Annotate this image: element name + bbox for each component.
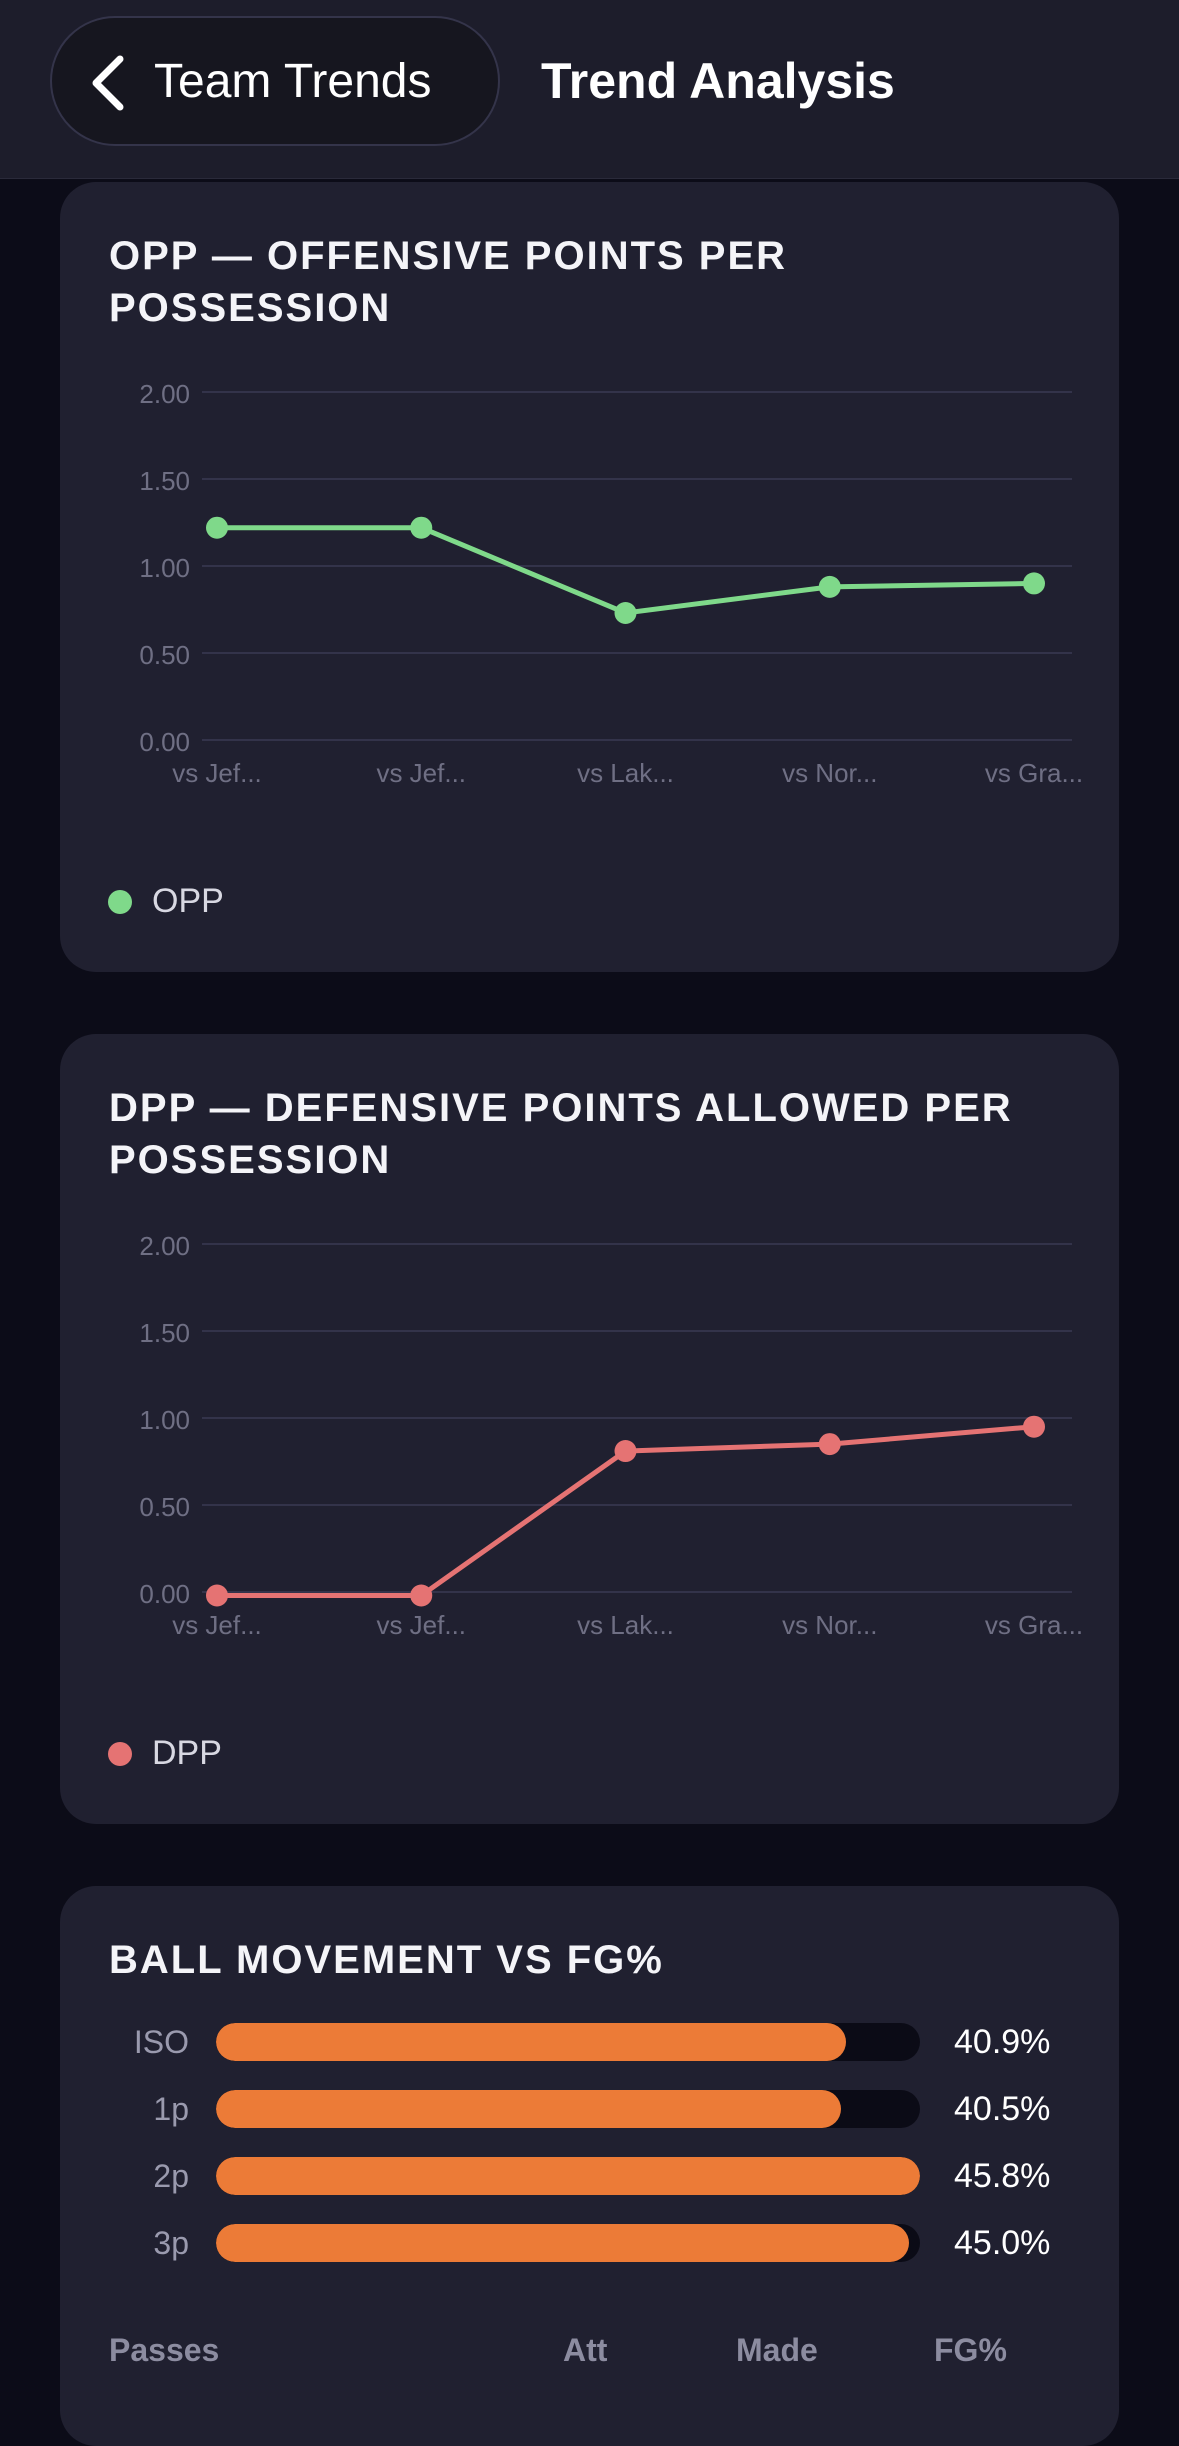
dpp-legend-label: DPP — [152, 1734, 222, 1772]
x-tick-label: vs Jef... — [376, 758, 466, 788]
top-bar: Team Trends Trend Analysis — [0, 0, 1179, 179]
y-tick-label: 0.00 — [139, 727, 190, 757]
y-tick-label: 1.00 — [139, 553, 190, 583]
data-point[interactable] — [206, 1584, 228, 1607]
dpp-chart-card: DPP — DEFENSIVE POINTS ALLOWED PER POSSE… — [60, 1034, 1119, 1824]
x-tick-label: vs Nor... — [782, 758, 877, 788]
y-tick-label: 1.50 — [139, 1318, 190, 1348]
x-tick-label: vs Gra... — [985, 1610, 1083, 1640]
bar-fill — [216, 2023, 847, 2061]
dpp-chart-title: DPP — DEFENSIVE POINTS ALLOWED PER POSSE… — [109, 1086, 1013, 1182]
bar-label: ISO — [133, 2024, 189, 2060]
chevron-left-icon — [92, 55, 124, 111]
x-tick-label: vs Nor... — [782, 1610, 877, 1640]
opp-legend-label: OPP — [152, 882, 224, 920]
y-tick-label: 1.50 — [139, 466, 190, 496]
bar-row-2p: 2p 45.8% — [60, 2154, 1119, 2198]
series-line — [217, 525, 1035, 616]
opp-chart-card: OPP — OFFENSIVE POINTS PER POSSESSION 2.… — [60, 182, 1119, 972]
bar-label: 2p — [153, 2158, 189, 2194]
bar-row-1p: 1p 40.5% — [60, 2087, 1119, 2131]
table-header-made: Made — [736, 2332, 818, 2368]
x-tick-label: vs Lak... — [577, 1610, 674, 1640]
bar-fill — [216, 2090, 842, 2128]
data-point[interactable] — [410, 1584, 433, 1607]
bar-value: 45.8% — [954, 2157, 1051, 2195]
y-tick-label: 1.00 — [139, 1405, 190, 1435]
bar-value: 40.5% — [954, 2090, 1051, 2128]
bar-track — [216, 2023, 920, 2061]
page-title: Trend Analysis — [541, 53, 895, 109]
bar-value: 40.9% — [954, 2023, 1051, 2061]
x-tick-label: vs Jef... — [376, 1610, 466, 1640]
data-point[interactable] — [614, 601, 637, 624]
data-point[interactable] — [410, 516, 433, 539]
bar-value: 45.0% — [954, 2224, 1051, 2262]
opp-legend: OPP — [108, 882, 224, 921]
bar-row-3p: 3p 45.0% — [60, 2221, 1119, 2265]
data-point[interactable] — [206, 516, 228, 539]
x-tick-label: vs Jef... — [172, 1610, 262, 1640]
data-point[interactable] — [1023, 1415, 1045, 1438]
y-tick-label: 0.50 — [139, 1492, 190, 1522]
back-button-label: Team Trends — [154, 55, 432, 108]
opp-legend-dot — [108, 889, 132, 914]
y-tick-label: 0.50 — [139, 640, 190, 670]
ball-movement-card: BALL MOVEMENT VS FG% ISO 40.9% 1p 40.5% … — [60, 1886, 1119, 2446]
bar-track — [216, 2224, 920, 2262]
bar-track — [216, 2090, 920, 2128]
table-header-att: Att — [563, 2332, 608, 2368]
x-tick-label: vs Gra... — [985, 758, 1083, 788]
bar-label: 1p — [153, 2091, 189, 2127]
dpp-legend: DPP — [108, 1734, 222, 1773]
opp-chart-title: OPP — OFFENSIVE POINTS PER POSSESSION — [109, 234, 788, 330]
y-tick-label: 2.00 — [139, 382, 190, 409]
dpp-legend-dot — [108, 1741, 132, 1766]
back-button[interactable]: Team Trends — [50, 16, 500, 146]
table-header-passes: Passes — [109, 2332, 220, 2368]
data-point[interactable] — [614, 1440, 637, 1463]
data-point[interactable] — [818, 1433, 841, 1456]
y-tick-label: 2.00 — [139, 1234, 190, 1261]
bar-track — [216, 2157, 920, 2195]
bar-label: 3p — [153, 2225, 189, 2261]
y-tick-label: 0.00 — [139, 1579, 190, 1609]
x-tick-label: vs Lak... — [577, 758, 674, 788]
x-tick-label: vs Jef... — [172, 758, 262, 788]
bar-row-iso: ISO 40.9% — [60, 2020, 1119, 2064]
table-header-fg: FG% — [934, 2332, 1007, 2368]
data-point[interactable] — [1023, 572, 1045, 595]
ball-movement-title: BALL MOVEMENT VS FG% — [109, 1938, 664, 1982]
data-point[interactable] — [818, 575, 841, 598]
bar-fill — [216, 2224, 910, 2262]
bar-fill — [216, 2157, 920, 2195]
